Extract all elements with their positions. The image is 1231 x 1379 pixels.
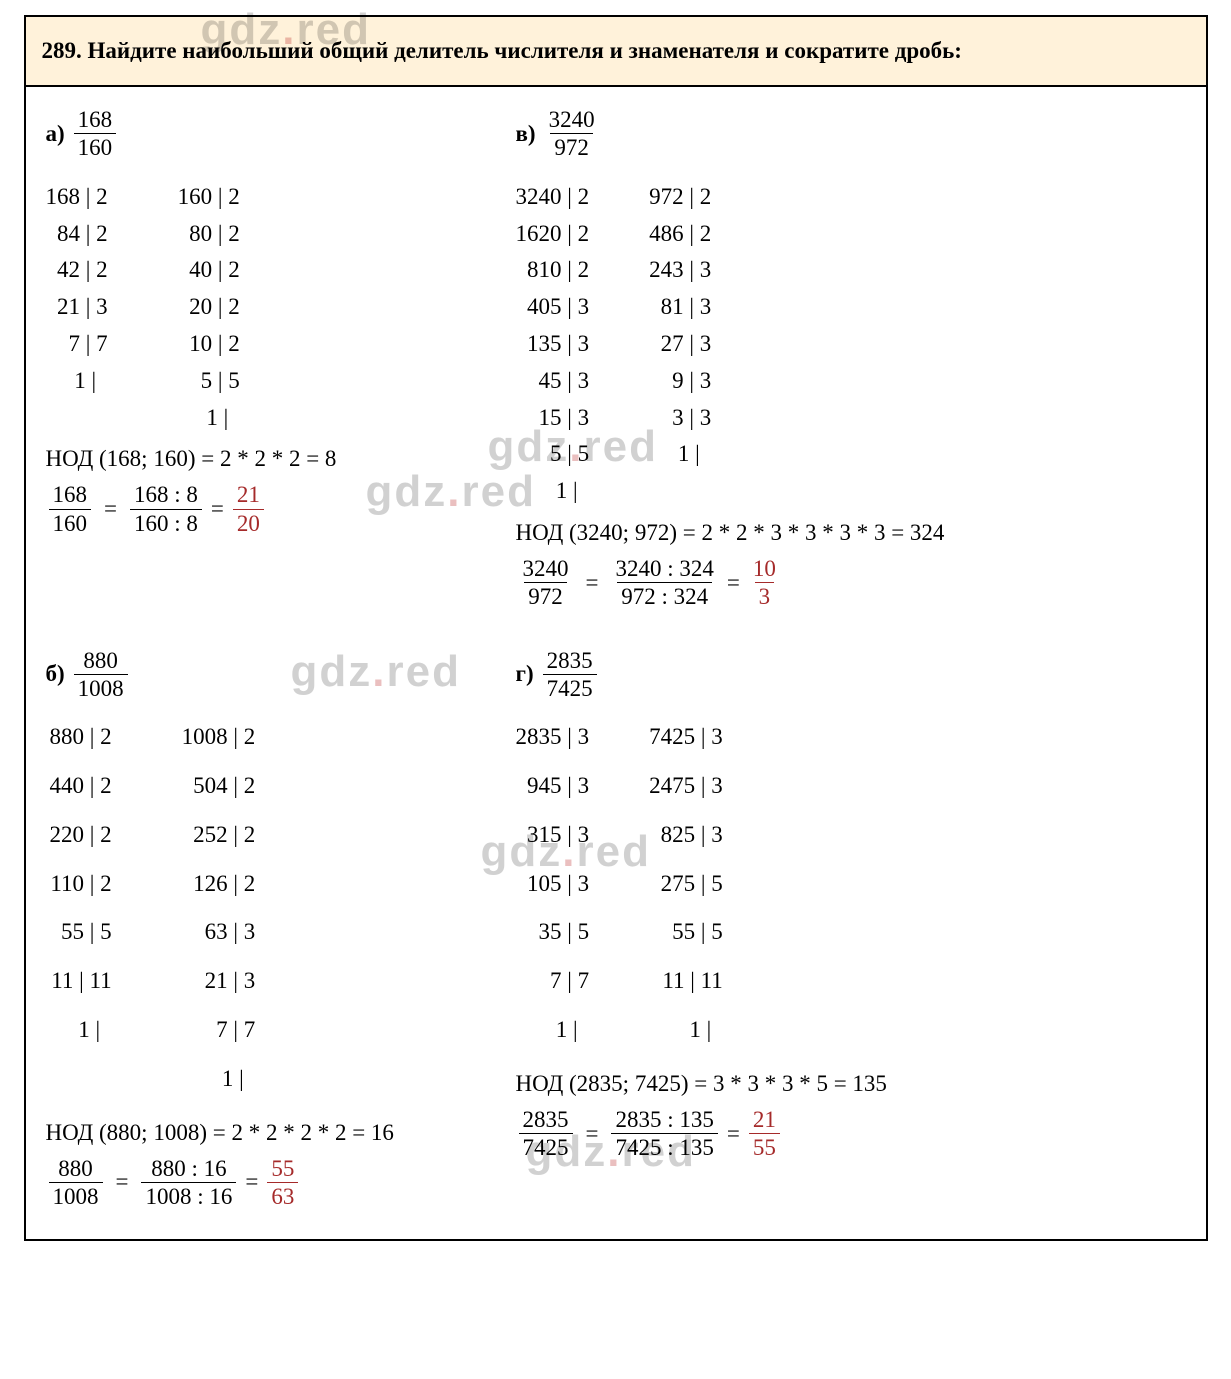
factor-line: 15 | 3 — [527, 400, 589, 437]
factor-line: 220 | 2 — [50, 817, 112, 854]
factor-line: 7 | 7 — [533, 963, 589, 1000]
factor-line: 2835 | 3 — [516, 719, 590, 756]
factor-line: 45 | 3 — [527, 363, 589, 400]
part-v-reduction: 3240972 = 3240 : 324972 : 324 = 103 — [516, 556, 1186, 610]
part-a-factors-right: 160 | 2 80 | 2 40 | 2 20 | 2 10 | 2 5 | … — [178, 179, 240, 437]
factor-line: 35 | 5 — [527, 914, 589, 951]
factor-line: 1008 | 2 — [182, 719, 256, 756]
part-b-fraction: 880 1008 — [74, 648, 128, 702]
factor-line: 275 | 5 — [655, 866, 723, 903]
factor-line: 880 | 2 — [50, 719, 112, 756]
factor-line: 5 | 5 — [189, 363, 240, 400]
part-b-factors-left: 880 | 2 440 | 2 220 | 2 110 | 2 55 | 5 11 |… — [46, 719, 112, 1109]
factor-line: 7425 | 3 — [649, 719, 723, 756]
factor-line: 63 | 3 — [193, 914, 255, 951]
part-v-answer: 103 — [749, 556, 780, 610]
part-g-answer: 2155 — [749, 1107, 780, 1161]
factor-line: 7 | 7 — [199, 1012, 255, 1049]
solution-row-1: а) 168 160 168 | 2 84 | 2 42 | 2 21 | 3 … — [46, 107, 1186, 647]
part-a-fraction: 168 160 — [74, 107, 117, 161]
factor-line: 21 | 3 — [193, 963, 255, 1000]
factor-line: 315 | 3 — [521, 817, 589, 854]
part-b: б) 880 1008 880 | 2 440 | 2 220 | 2 110 | 2… — [46, 648, 506, 1210]
part-g-factors-left: 2835 | 3 945 | 3 315 | 3 105 | 3 35 | 5 … — [516, 719, 590, 1061]
part-g-gcd: НОД (2835; 7425) = 3 * 3 * 3 * 5 = 135 — [516, 1071, 1186, 1097]
part-b-reduction: 8801008 = 880 : 161008 : 16 = 5563 — [46, 1156, 506, 1210]
factor-line: 1 | — [63, 363, 108, 400]
factor-line: 40 | 2 — [183, 252, 239, 289]
part-a-reduction: 168160 = 168 : 8160 : 8 = 2120 — [46, 482, 506, 536]
factor-line: 1 | — [195, 400, 240, 437]
part-v-gcd: НОД (3240; 972) = 2 * 2 * 3 * 3 * 3 * 3 … — [516, 520, 1186, 546]
factor-line: 1 | — [539, 1012, 590, 1049]
part-g-reduction: 28357425 = 2835 : 1357425 : 135 = 2155 — [516, 1107, 1186, 1161]
factor-line: 110 | 2 — [50, 866, 111, 903]
document-frame: gdz.red 289. Найдите наибольший общий де… — [24, 15, 1208, 1241]
question-header: 289. Найдите наибольший общий делитель ч… — [26, 17, 1206, 87]
factor-line: 55 | 5 — [55, 914, 111, 951]
factor-line: 9 | 3 — [661, 363, 712, 400]
factor-line: 1 | — [666, 436, 711, 473]
factor-line: 1 | — [672, 1012, 723, 1049]
part-a-gcd: НОД (168; 160) = 2 * 2 * 2 = 8 — [46, 446, 506, 472]
factor-line: 440 | 2 — [50, 768, 112, 805]
factor-line: 168 | 2 — [46, 179, 108, 216]
part-g-letter: г) — [516, 661, 534, 687]
part-g-factors-right: 7425 | 32475 | 3 825 | 3 275 | 5 55 | 5 … — [649, 719, 723, 1061]
part-b-answer: 5563 — [267, 1156, 298, 1210]
factor-line: 1 | — [205, 1061, 256, 1098]
part-v-factors-left: 3240 | 21620 | 2 810 | 2 405 | 3 135 | 3… — [516, 179, 590, 510]
part-v-letter: в) — [516, 121, 536, 147]
part-a-factors-left: 168 | 2 84 | 2 42 | 2 21 | 3 7 | 7 1 | — [46, 179, 108, 437]
factor-line: 20 | 2 — [183, 289, 239, 326]
part-v: в) 3240 972 3240 | 21620 | 2 810 | 2 405… — [516, 107, 1186, 609]
factor-line: 3 | 3 — [661, 400, 712, 437]
part-a-letter: а) — [46, 121, 65, 147]
part-v-factors-right: 972 | 2486 | 2243 | 3 81 | 3 27 | 3 9 | … — [649, 179, 711, 510]
factor-line: 825 | 3 — [655, 817, 723, 854]
factor-line: 810 | 2 — [521, 252, 589, 289]
factor-line: 11 | 11 — [651, 963, 723, 1000]
factor-line: 84 | 2 — [51, 216, 107, 253]
factor-line: 972 | 2 — [649, 179, 711, 216]
factor-line: 405 | 3 — [521, 289, 589, 326]
factor-line: 27 | 3 — [655, 326, 711, 363]
part-v-fraction: 3240 972 — [545, 107, 599, 161]
factor-line: 21 | 3 — [51, 289, 107, 326]
factor-line: 504 | 2 — [187, 768, 255, 805]
factor-line: 160 | 2 — [178, 179, 240, 216]
factor-line: 105 | 3 — [521, 866, 589, 903]
factor-line: 1 | — [539, 473, 590, 510]
part-b-gcd: НОД (880; 1008) = 2 * 2 * 2 * 2 = 16 — [46, 1120, 506, 1146]
factor-line: 7 | 7 — [57, 326, 108, 363]
solution-body: gdz.red gdz.red gdz.red gdz.red gdz.red … — [26, 87, 1206, 1239]
question-number: 289. — [42, 38, 82, 63]
part-g-fraction: 2835 7425 — [543, 648, 597, 702]
factor-line: 42 | 2 — [51, 252, 107, 289]
solution-row-2: б) 880 1008 880 | 2 440 | 2 220 | 2 110 | 2… — [46, 648, 1186, 1220]
part-a: а) 168 160 168 | 2 84 | 2 42 | 2 21 | 3 … — [46, 107, 506, 609]
part-b-letter: б) — [46, 661, 65, 687]
part-b-factors-right: 1008 | 2 504 | 2 252 | 2 126 | 2 63 | 3 … — [182, 719, 256, 1109]
factor-line: 945 | 3 — [521, 768, 589, 805]
factor-line: 10 | 2 — [183, 326, 239, 363]
factor-line: 1 | — [67, 1012, 112, 1049]
factor-line: 80 | 2 — [183, 216, 239, 253]
part-a-answer: 2120 — [233, 482, 264, 536]
factor-line: 5 | 5 — [533, 436, 589, 473]
factor-line: 11 | 11 — [46, 963, 112, 1000]
factor-line: 486 | 2 — [649, 216, 711, 253]
question-text: Найдите наибольший общий делитель числит… — [88, 38, 962, 63]
factor-line: 252 | 2 — [187, 817, 255, 854]
factor-line: 126 | 2 — [187, 866, 255, 903]
factor-line: 1620 | 2 — [516, 216, 590, 253]
factor-line: 3240 | 2 — [516, 179, 590, 216]
factor-line: 81 | 3 — [655, 289, 711, 326]
part-g: г) 2835 7425 2835 | 3 945 | 3 315 | 3 10… — [516, 648, 1186, 1210]
factor-line: 243 | 3 — [649, 252, 711, 289]
factor-line: 55 | 5 — [661, 914, 723, 951]
factor-line: 2475 | 3 — [649, 768, 723, 805]
factor-line: 135 | 3 — [521, 326, 589, 363]
